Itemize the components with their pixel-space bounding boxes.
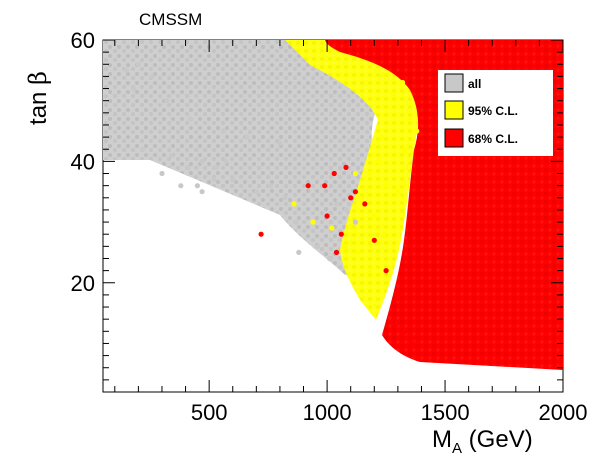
scatter-point-series2-6 xyxy=(343,164,349,170)
scatter-point-series2-14 xyxy=(392,322,399,328)
scatter-point-series2-4 xyxy=(331,170,337,177)
scatter-point-series0-22 xyxy=(124,67,130,73)
legend-swatch-68cl xyxy=(444,128,464,148)
scatter-point-series0-8 xyxy=(194,183,200,189)
scatter-point-series0-28 xyxy=(220,128,226,134)
scatter-point-series2-0 xyxy=(258,231,264,237)
scatter-point-series2-16 xyxy=(409,340,415,346)
scatter-point-series1-1 xyxy=(310,219,316,225)
scatter-point-series0-1 xyxy=(168,152,174,158)
scatter-point-series1-8 xyxy=(381,231,387,237)
scatter-point-series1-19 xyxy=(352,170,358,177)
scatter-point-series2-1 xyxy=(305,183,311,189)
x-axis-title-unit: (GeV) xyxy=(462,426,533,453)
scatter-point-series2-12 xyxy=(383,268,389,274)
scatter-point-series0-12 xyxy=(253,189,259,195)
y-axis-title-main: tan xyxy=(25,85,52,125)
scatter-point-series1-3 xyxy=(341,243,347,249)
y-tick-label-20: 20 xyxy=(71,271,95,296)
scatter-point-series2-8 xyxy=(352,189,358,195)
scatter-point-series2-15 xyxy=(402,328,408,334)
axis-tick-labels: 500 1000 1500 2000 20 40 60 xyxy=(71,28,588,425)
scatter-point-series1-10 xyxy=(376,158,382,164)
scatter-point-series0-16 xyxy=(296,249,302,255)
x-axis-title: MA (GeV) xyxy=(432,426,533,457)
chart-title: CMSSM xyxy=(139,10,202,29)
scatter-points xyxy=(124,61,420,346)
scatter-point-series0-7 xyxy=(178,183,184,189)
scatter-point-series0-25 xyxy=(149,73,156,79)
scatter-point-series0-2 xyxy=(159,170,165,177)
scatter-point-series1-0 xyxy=(291,201,297,207)
scatter-point-series2-5 xyxy=(338,231,344,237)
legend-swatch-95cl xyxy=(444,100,464,120)
scatter-point-series1-13 xyxy=(402,146,408,152)
y-axis-title: tan β xyxy=(24,71,52,125)
x-axis-title-main: M xyxy=(432,426,452,453)
scatter-point-series1-18 xyxy=(378,134,384,140)
scatter-point-series1-12 xyxy=(395,189,401,195)
scatter-point-series0-6 xyxy=(223,158,229,164)
scatter-point-series1-2 xyxy=(329,225,335,231)
legend-swatch-all xyxy=(444,73,464,93)
legend-label-95cl: 95% C.L. xyxy=(468,104,518,118)
scatter-point-series0-11 xyxy=(199,189,205,195)
scatter-point-series0-24 xyxy=(135,61,141,67)
y-axis-title-greek: β xyxy=(24,71,52,85)
scatter-point-series1-17 xyxy=(407,116,413,122)
scatter-point-series0-9 xyxy=(211,177,217,183)
scatter-point-series1-15 xyxy=(390,92,396,98)
scatter-point-series1-5 xyxy=(367,268,373,274)
scatter-point-series0-19 xyxy=(333,201,340,207)
legend: all 95% C.L. 68% C.L. xyxy=(438,70,553,156)
scatter-point-series0-17 xyxy=(315,243,321,249)
scatter-point-series0-20 xyxy=(343,207,349,213)
x-tick-label-1000: 1000 xyxy=(303,400,352,425)
scatter-point-series0-15 xyxy=(293,219,299,225)
scatter-point-series2-10 xyxy=(333,249,340,255)
scatter-point-series0-30 xyxy=(277,140,283,146)
scatter-point-series1-16 xyxy=(400,79,406,86)
scatter-point-series2-11 xyxy=(371,237,377,243)
legend-label-68cl: 68% C.L. xyxy=(468,132,518,146)
scatter-point-series0-18 xyxy=(326,255,333,262)
scatter-point-series2-7 xyxy=(348,195,354,201)
scatter-point-series2-3 xyxy=(324,213,330,219)
scatter-point-series2-9 xyxy=(362,201,368,207)
x-axis-title-sub: A xyxy=(452,440,462,457)
scatter-point-series0-5 xyxy=(213,164,219,170)
scatter-point-series0-3 xyxy=(185,164,191,170)
scatter-point-series1-14 xyxy=(414,128,420,134)
axis-ticks xyxy=(103,39,564,392)
y-tick-label-60: 60 xyxy=(71,28,95,53)
scatter-point-series0-14 xyxy=(282,195,288,201)
scatter-point-series1-7 xyxy=(371,213,377,219)
x-tick-label-2000: 2000 xyxy=(539,400,588,425)
scatter-point-series0-29 xyxy=(244,134,250,140)
scatter-point-series0-21 xyxy=(352,219,358,225)
scatter-point-series0-0 xyxy=(140,146,146,152)
scatter-point-series1-4 xyxy=(355,249,361,255)
scatter-point-series1-9 xyxy=(367,170,373,177)
x-tick-label-1500: 1500 xyxy=(421,400,470,425)
scatter-point-series0-4 xyxy=(199,158,205,164)
x-tick-label-500: 500 xyxy=(191,400,228,425)
scatter-point-series0-10 xyxy=(230,177,236,183)
scatter-point-series2-2 xyxy=(322,183,328,189)
scatter-point-series0-23 xyxy=(131,86,137,92)
legend-label-all: all xyxy=(468,77,481,91)
scatter-point-series0-13 xyxy=(267,183,274,189)
scatter-point-series1-11 xyxy=(383,183,389,189)
y-tick-label-40: 40 xyxy=(71,149,95,174)
scatter-point-series0-27 xyxy=(187,116,193,122)
scatter-point-series2-13 xyxy=(395,292,401,298)
scatter-point-series0-26 xyxy=(164,98,170,104)
